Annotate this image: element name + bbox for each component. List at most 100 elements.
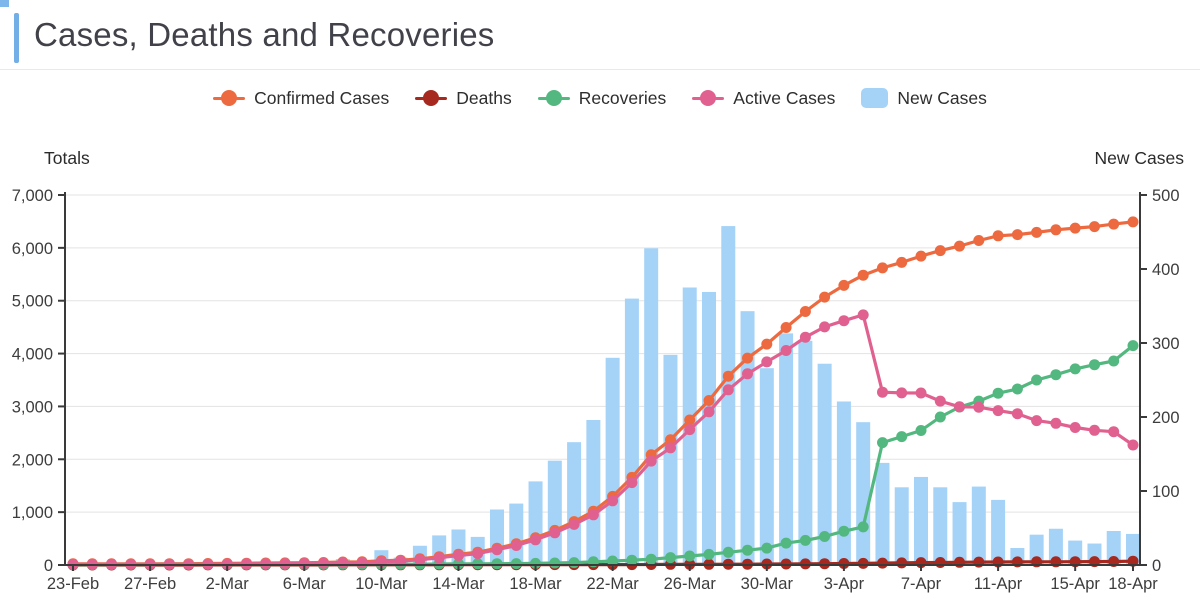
data-point[interactable] bbox=[1127, 555, 1139, 567]
data-point[interactable] bbox=[799, 558, 811, 570]
data-point[interactable] bbox=[1031, 226, 1043, 238]
data-point[interactable] bbox=[298, 558, 310, 569]
data-point[interactable] bbox=[761, 338, 773, 350]
data-point[interactable] bbox=[934, 395, 946, 407]
data-point[interactable] bbox=[857, 309, 869, 321]
new-cases-bar[interactable] bbox=[702, 291, 716, 565]
data-point[interactable] bbox=[838, 558, 850, 569]
data-point[interactable] bbox=[703, 395, 715, 406]
data-point[interactable] bbox=[1089, 359, 1100, 371]
data-point[interactable] bbox=[453, 550, 464, 561]
data-point[interactable] bbox=[510, 558, 522, 570]
data-point[interactable] bbox=[915, 250, 927, 262]
new-cases-bar[interactable] bbox=[624, 298, 639, 565]
data-point[interactable] bbox=[395, 555, 407, 567]
data-point[interactable] bbox=[954, 556, 965, 568]
data-point[interactable] bbox=[1011, 408, 1023, 420]
data-point[interactable] bbox=[414, 554, 426, 566]
data-point[interactable] bbox=[742, 368, 753, 380]
data-point[interactable] bbox=[992, 230, 1004, 242]
new-cases-bar[interactable] bbox=[567, 442, 582, 565]
data-point[interactable] bbox=[934, 411, 946, 423]
data-point[interactable] bbox=[1031, 374, 1043, 386]
data-point[interactable] bbox=[838, 525, 850, 537]
data-point[interactable] bbox=[761, 542, 773, 554]
data-point[interactable] bbox=[433, 552, 445, 564]
data-point[interactable] bbox=[973, 235, 985, 246]
data-point[interactable] bbox=[568, 557, 580, 569]
data-point[interactable] bbox=[857, 269, 869, 281]
data-point[interactable] bbox=[1069, 422, 1081, 433]
data-point[interactable] bbox=[645, 455, 657, 467]
data-point[interactable] bbox=[896, 557, 908, 569]
new-cases-bar[interactable] bbox=[952, 502, 967, 565]
data-point[interactable] bbox=[819, 531, 831, 542]
data-point[interactable] bbox=[337, 557, 349, 569]
data-point[interactable] bbox=[934, 557, 946, 568]
new-cases-bar[interactable] bbox=[779, 333, 794, 565]
legend-item-confirmed-cases[interactable]: Confirmed Cases bbox=[213, 88, 389, 109]
data-point[interactable] bbox=[896, 387, 908, 399]
data-point[interactable] bbox=[838, 279, 850, 291]
data-point[interactable] bbox=[819, 291, 831, 303]
data-point[interactable] bbox=[973, 401, 985, 413]
data-point[interactable] bbox=[684, 424, 696, 436]
data-point[interactable] bbox=[896, 256, 908, 268]
data-point[interactable] bbox=[857, 557, 869, 569]
data-point[interactable] bbox=[356, 557, 368, 569]
new-cases-bar[interactable] bbox=[914, 476, 928, 565]
data-point[interactable] bbox=[568, 518, 580, 530]
data-point[interactable] bbox=[877, 262, 888, 274]
data-point[interactable] bbox=[819, 321, 831, 333]
data-point[interactable] bbox=[780, 537, 792, 549]
data-point[interactable] bbox=[915, 425, 927, 436]
data-point[interactable] bbox=[1089, 221, 1100, 233]
legend-item-active-cases[interactable]: Active Cases bbox=[692, 88, 835, 109]
data-point[interactable] bbox=[1108, 355, 1120, 367]
data-point[interactable] bbox=[1050, 224, 1062, 236]
data-point[interactable] bbox=[742, 544, 753, 556]
data-point[interactable] bbox=[549, 557, 561, 569]
new-cases-bar[interactable] bbox=[1029, 534, 1044, 565]
data-point[interactable] bbox=[318, 557, 329, 569]
data-point[interactable] bbox=[780, 345, 792, 356]
new-cases-bar[interactable] bbox=[1048, 528, 1063, 565]
data-point[interactable] bbox=[954, 240, 965, 252]
data-point[interactable] bbox=[1011, 229, 1023, 241]
new-cases-bar[interactable] bbox=[509, 503, 524, 565]
data-point[interactable] bbox=[472, 558, 484, 570]
data-point[interactable] bbox=[780, 322, 792, 333]
new-cases-bar[interactable] bbox=[663, 354, 678, 565]
new-cases-bar[interactable] bbox=[856, 422, 871, 565]
data-point[interactable] bbox=[1108, 218, 1120, 230]
data-point[interactable] bbox=[510, 540, 522, 551]
data-point[interactable] bbox=[934, 245, 946, 257]
data-point[interactable] bbox=[1127, 340, 1139, 352]
data-point[interactable] bbox=[703, 548, 715, 560]
data-point[interactable] bbox=[761, 356, 773, 368]
data-point[interactable] bbox=[1108, 426, 1120, 438]
data-point[interactable] bbox=[530, 534, 541, 546]
new-cases-bar[interactable] bbox=[836, 401, 851, 565]
new-cases-bar[interactable] bbox=[586, 419, 601, 565]
legend-item-deaths[interactable]: Deaths bbox=[415, 88, 512, 109]
data-point[interactable] bbox=[684, 414, 696, 426]
new-cases-bar[interactable] bbox=[894, 487, 909, 565]
data-point[interactable] bbox=[1069, 363, 1081, 375]
data-point[interactable] bbox=[1069, 222, 1081, 234]
data-point[interactable] bbox=[1127, 216, 1139, 228]
data-point[interactable] bbox=[1089, 424, 1100, 436]
data-point[interactable] bbox=[453, 558, 464, 570]
data-point[interactable] bbox=[877, 557, 888, 569]
data-point[interactable] bbox=[877, 437, 888, 449]
data-point[interactable] bbox=[1031, 415, 1043, 427]
data-point[interactable] bbox=[1011, 383, 1023, 395]
data-point[interactable] bbox=[915, 387, 927, 399]
legend-item-new-cases[interactable]: New Cases bbox=[861, 88, 987, 109]
data-point[interactable] bbox=[491, 558, 503, 570]
new-cases-bar[interactable] bbox=[933, 487, 948, 565]
data-point[interactable] bbox=[722, 546, 734, 558]
data-point[interactable] bbox=[799, 306, 811, 317]
new-cases-bar[interactable] bbox=[798, 340, 813, 565]
data-point[interactable] bbox=[530, 557, 541, 569]
